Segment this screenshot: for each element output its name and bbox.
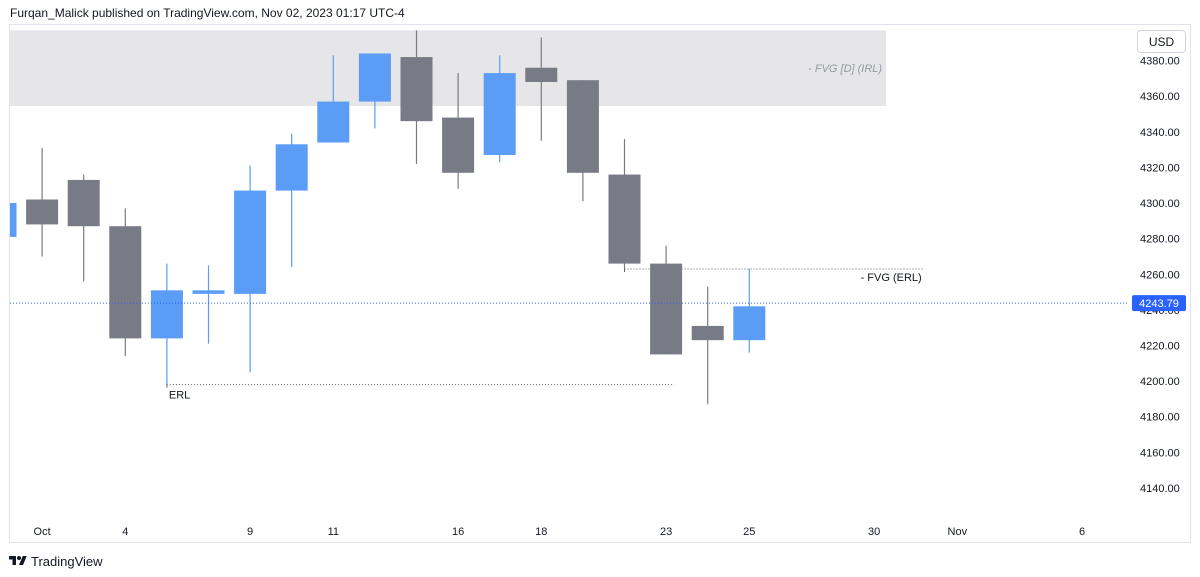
publisher-header: Furqan_Malick published on TradingView.c… [10,6,405,20]
x-tick-label: 6 [1079,526,1085,538]
candle-body [150,290,183,339]
footer-brand: TradingView [31,553,103,569]
x-tick-label: 30 [868,526,880,538]
candle-body [26,199,59,225]
x-tick-label: 18 [535,526,547,538]
x-tick-label: 25 [743,526,755,538]
y-tick-label: 4140.00 [1140,483,1180,495]
erl-label: ERL [169,390,190,402]
y-tick-label: 4280.00 [1140,234,1180,246]
x-tick-label: 4 [122,526,128,538]
fvg-erl-label: - FVG (ERL) [861,272,922,284]
y-tick-label: 4160.00 [1140,447,1180,459]
x-tick-label: Oct [34,526,51,538]
tradingview-logo-icon [9,556,27,565]
last-price-label: 4243.79 [1139,298,1179,310]
candle-body [109,226,142,339]
candle-body [483,73,516,155]
y-tick-label: 4220.00 [1140,341,1180,353]
candle-body [650,263,683,355]
candle-body [525,67,558,82]
chart-frame [9,24,1191,543]
last-price-badge [1132,295,1186,312]
candle-body [733,306,766,341]
candle-body [400,57,433,122]
x-tick-label: 9 [247,526,253,538]
candle-body [234,190,267,294]
fvg-irl-label: - FVG [D] (IRL) [808,63,882,75]
y-tick-label: 4180.00 [1140,412,1180,424]
x-tick-label: Nov [948,526,968,538]
y-tick-label: 4320.00 [1140,162,1180,174]
y-tick-label: 4300.00 [1140,198,1180,210]
candle-body [608,174,641,264]
y-tick-label: 4260.00 [1140,269,1180,281]
candle-body [566,80,599,173]
candle-body [275,144,308,191]
candle-body [67,179,100,227]
candle-body [192,290,225,294]
candle-body [691,325,724,341]
x-tick-label: 23 [660,526,672,538]
x-tick-label: 11 [328,526,339,538]
y-tick-label: 4340.00 [1140,127,1180,139]
y-tick-label: 4380.00 [1140,56,1180,68]
candle-body [317,101,350,143]
candle-body [10,203,17,237]
fvg-irl-zone [10,30,887,107]
y-tick-label: 4200.00 [1140,376,1180,388]
footer: TradingView [9,552,103,570]
x-tick-label: 16 [452,526,464,538]
candle-body [442,117,475,173]
y-tick-label: 4360.00 [1140,91,1180,103]
currency-button[interactable]: USD [1137,30,1186,53]
candle-body [358,53,391,102]
